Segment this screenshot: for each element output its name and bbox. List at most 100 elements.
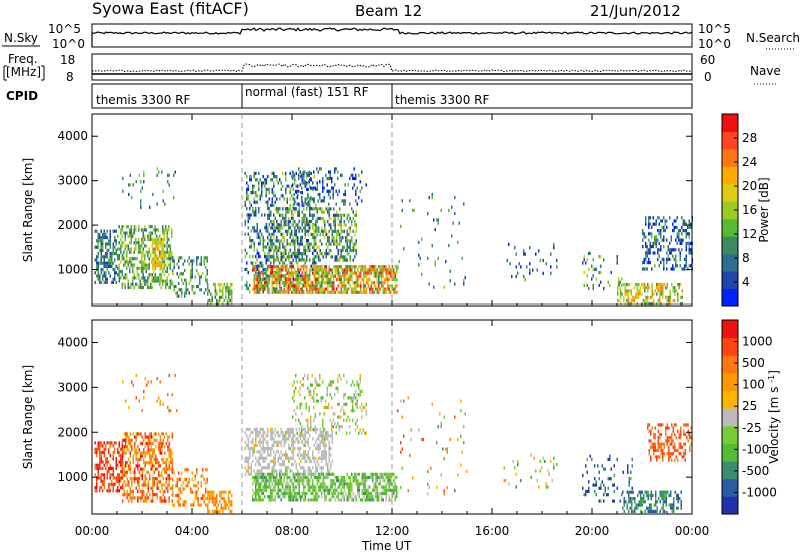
range-cell	[147, 438, 149, 442]
range-cell	[312, 258, 314, 262]
range-cell	[152, 496, 154, 500]
range-cell	[255, 191, 257, 195]
range-cell	[181, 256, 183, 260]
range-cell	[348, 226, 350, 230]
range-cell	[334, 213, 336, 217]
range-cell	[283, 488, 285, 492]
range-cell	[645, 254, 647, 258]
range-cell	[346, 290, 348, 294]
range-cell	[318, 258, 320, 262]
range-cell	[280, 219, 282, 223]
range-cell	[279, 213, 281, 217]
range-cell	[388, 475, 390, 480]
range-cell	[633, 295, 635, 299]
range-cell	[583, 255, 585, 259]
range-cell	[273, 485, 275, 489]
range-cell	[286, 277, 288, 282]
range-cell	[273, 469, 275, 473]
range-cell	[267, 236, 269, 240]
range-cell	[258, 475, 260, 480]
range-cell	[345, 491, 347, 496]
range-cell	[279, 274, 281, 278]
range-cell	[427, 256, 429, 260]
range-cell	[108, 489, 110, 493]
range-cell	[306, 287, 308, 291]
range-cell	[629, 282, 631, 287]
range-cell	[299, 405, 301, 410]
range-cell	[151, 244, 153, 248]
range-cell	[199, 262, 201, 266]
range-cell	[179, 256, 181, 260]
range-cell	[157, 228, 159, 232]
range-cell	[385, 498, 387, 502]
range-cell	[264, 245, 266, 249]
range-cell	[268, 213, 270, 217]
range-cell	[191, 269, 193, 273]
range-cell	[259, 197, 261, 201]
range-cell	[103, 255, 105, 259]
range-cell	[321, 482, 323, 486]
range-cell	[111, 252, 113, 256]
range-cell	[205, 497, 207, 501]
range-cell	[592, 267, 594, 271]
range-cell	[375, 491, 377, 496]
range-cell	[117, 476, 119, 480]
range-cell	[657, 248, 659, 252]
range-cell	[166, 231, 168, 235]
range-cell	[253, 287, 255, 291]
range-cell	[128, 405, 130, 410]
range-cell	[373, 281, 375, 285]
range-cell	[354, 281, 356, 285]
range-cell	[627, 289, 629, 293]
range-cell	[273, 255, 275, 259]
range-cell	[141, 276, 143, 280]
range-cell	[292, 220, 294, 224]
range-cell	[330, 207, 332, 211]
range-cell	[124, 282, 126, 286]
range-cell	[271, 239, 273, 243]
range-cell	[159, 464, 161, 468]
range-cell	[268, 479, 270, 483]
range-cell	[327, 290, 329, 294]
range-cell	[207, 286, 209, 290]
range-cell	[358, 173, 360, 177]
range-cell	[291, 437, 293, 441]
range-cell	[123, 257, 125, 261]
range-cell	[202, 493, 204, 497]
range-cell	[286, 482, 288, 486]
range-cell	[137, 477, 139, 481]
range-cell	[226, 286, 228, 290]
range-cell	[294, 447, 296, 451]
range-cell	[463, 202, 465, 206]
range-cell	[158, 473, 160, 478]
range-cell	[276, 450, 278, 454]
range-cell	[301, 428, 303, 432]
range-cell	[279, 268, 281, 272]
range-cell	[261, 488, 263, 492]
range-cell	[271, 255, 273, 259]
range-cell	[301, 196, 303, 200]
range-cell	[229, 292, 231, 296]
range-cell	[256, 226, 258, 230]
range-cell	[309, 456, 311, 460]
range-cell	[255, 261, 257, 265]
range-cell	[306, 216, 308, 221]
range-cell	[252, 268, 254, 272]
range-cell	[393, 488, 395, 492]
range-cell	[343, 290, 345, 294]
range-cell	[658, 232, 660, 236]
range-cell	[276, 255, 278, 259]
range-cell	[115, 457, 117, 461]
range-cell	[267, 450, 269, 454]
range-cell	[355, 242, 357, 246]
range-cell	[160, 257, 162, 261]
range-cell	[109, 473, 111, 477]
range-cell	[428, 282, 430, 286]
range-cell	[105, 232, 107, 236]
range-cell	[253, 248, 255, 252]
range-cell	[363, 482, 365, 486]
range-cell	[343, 202, 345, 206]
range-cell	[556, 258, 558, 263]
range-cell	[288, 274, 290, 278]
range-cell	[346, 287, 348, 291]
